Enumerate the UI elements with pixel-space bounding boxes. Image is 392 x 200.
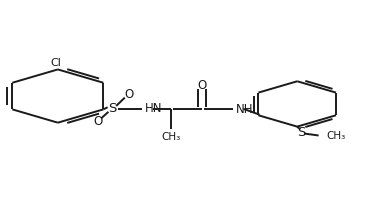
Text: Cl: Cl <box>51 58 61 68</box>
Text: O: O <box>93 115 102 128</box>
Text: S: S <box>108 102 116 115</box>
Text: HN: HN <box>145 102 162 115</box>
Text: CH₃: CH₃ <box>327 131 346 141</box>
Text: O: O <box>124 88 133 101</box>
Text: NH: NH <box>236 103 253 116</box>
Text: O: O <box>197 79 207 92</box>
Text: S: S <box>297 126 305 139</box>
Text: CH₃: CH₃ <box>161 132 180 142</box>
